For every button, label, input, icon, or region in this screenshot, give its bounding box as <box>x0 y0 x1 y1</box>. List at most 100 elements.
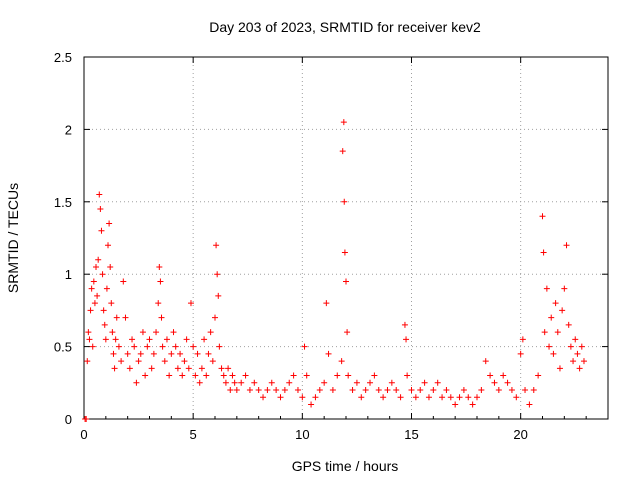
data-point <box>238 379 245 386</box>
data-point <box>97 206 104 213</box>
data-point <box>227 387 234 394</box>
data-point <box>353 379 360 386</box>
data-point <box>212 314 218 321</box>
data-point <box>452 401 459 408</box>
data-point <box>215 292 222 299</box>
data-point <box>131 343 138 350</box>
data-point <box>541 329 548 336</box>
data-point <box>384 387 391 394</box>
data-point <box>105 242 112 249</box>
data-point <box>192 372 199 379</box>
data-point <box>404 372 411 379</box>
grid <box>84 57 608 419</box>
data-point <box>513 394 520 401</box>
data-point <box>233 387 240 394</box>
data-point <box>559 307 566 314</box>
data-point <box>504 379 511 386</box>
data-point <box>181 358 188 365</box>
data-point <box>106 220 113 227</box>
data-point <box>487 372 494 379</box>
data-point <box>548 314 555 321</box>
data-point <box>161 358 168 365</box>
y-axis-label: SRMTID / TECUs <box>5 183 21 293</box>
data-point <box>460 387 467 394</box>
data-point <box>308 401 315 408</box>
data-point <box>543 285 550 292</box>
data-point <box>93 263 100 270</box>
data-point <box>491 379 498 386</box>
data-point <box>340 119 347 126</box>
data-point <box>341 198 348 205</box>
axis-ticks: 0 5 10 15 20 0 0.5 1 1.5 2 2.5 <box>54 50 609 442</box>
data-point <box>561 285 568 292</box>
data-point <box>95 256 102 263</box>
x-tick-label: 15 <box>404 427 418 442</box>
data-point <box>341 249 348 256</box>
data-point <box>290 372 297 379</box>
data-point <box>190 343 197 350</box>
data-point <box>155 300 162 307</box>
data-point <box>110 350 117 357</box>
data-point <box>465 394 472 401</box>
data-point <box>388 379 395 386</box>
data-point <box>166 372 173 379</box>
data-point <box>91 300 98 307</box>
data-point <box>179 372 186 379</box>
data-point <box>96 191 103 198</box>
data-point <box>157 278 164 285</box>
data-point <box>89 343 96 350</box>
data-point <box>209 358 216 365</box>
data-point <box>139 329 146 336</box>
data-point <box>90 278 97 285</box>
data-point <box>94 292 101 299</box>
x-tick-label: 0 <box>80 427 87 442</box>
data-point <box>103 285 110 292</box>
data-point <box>323 300 330 307</box>
x-tick-label: 10 <box>295 427 309 442</box>
data-point <box>83 416 90 422</box>
data-point <box>218 365 225 372</box>
data-point <box>439 394 446 401</box>
data-point <box>150 350 157 357</box>
data-point <box>565 321 572 328</box>
chart-title: Day 203 of 2023, SRMTID for receiver kev… <box>209 19 481 35</box>
data-point <box>576 365 583 372</box>
data-point <box>177 350 184 357</box>
data-point <box>170 329 177 336</box>
data-point <box>546 343 553 350</box>
data-point <box>255 387 262 394</box>
data-point <box>231 379 238 386</box>
data-point <box>456 394 463 401</box>
y-tick-label: 2.5 <box>54 50 72 65</box>
data-point <box>286 379 293 386</box>
data-point <box>500 372 507 379</box>
data-point <box>109 329 116 336</box>
data-point <box>87 307 94 314</box>
data-point <box>102 336 109 343</box>
data-point <box>362 387 369 394</box>
data-point <box>111 365 118 372</box>
data-point <box>187 300 194 307</box>
data-point <box>229 372 236 379</box>
data-point <box>281 387 288 394</box>
data-point <box>207 329 214 336</box>
data-point <box>148 365 155 372</box>
data-point <box>260 394 267 401</box>
data-point <box>358 394 365 401</box>
data-point <box>142 372 149 379</box>
data-point <box>443 387 450 394</box>
x-axis-label: GPS time / hours <box>292 458 399 474</box>
data-point <box>574 350 581 357</box>
data-point <box>135 358 142 365</box>
data-point <box>303 372 310 379</box>
data-point <box>469 401 476 408</box>
data-point <box>84 358 91 365</box>
data-point <box>344 329 351 336</box>
data-point <box>126 365 133 372</box>
data-point <box>550 350 557 357</box>
data-point <box>183 336 190 343</box>
data-point <box>185 365 192 372</box>
data-point <box>163 336 170 343</box>
data-point <box>345 372 352 379</box>
data-point <box>408 387 415 394</box>
